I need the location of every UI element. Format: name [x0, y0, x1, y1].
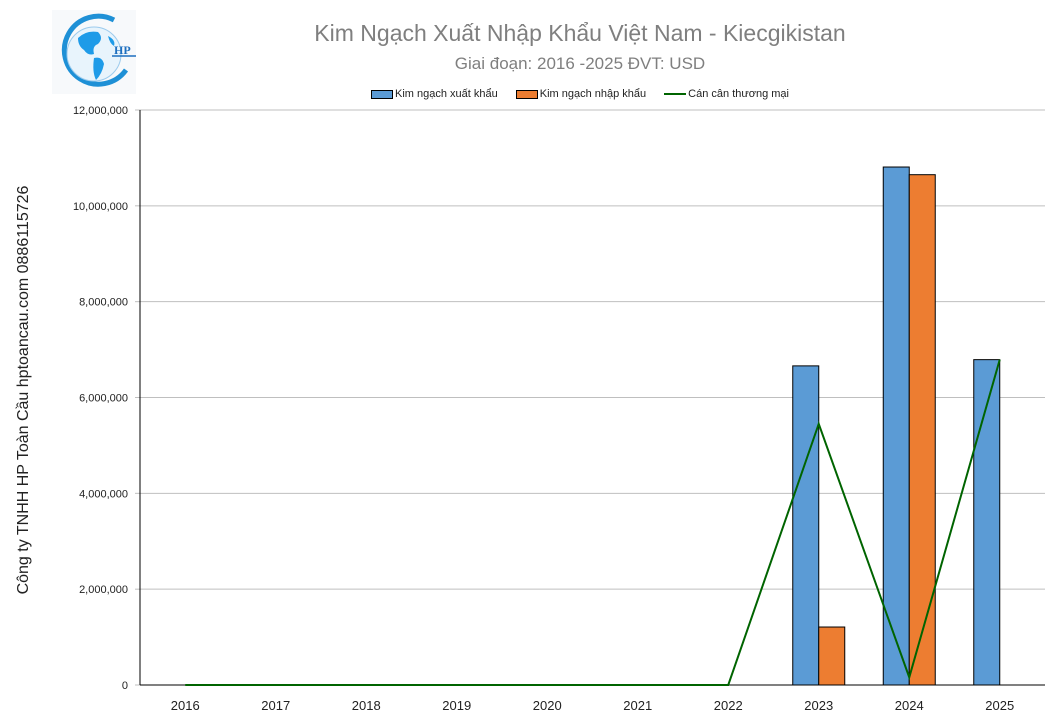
y-tick-label: 2,000,000 [79, 584, 128, 596]
import-bar [908, 174, 936, 686]
y-tick-label: 6,000,000 [79, 393, 128, 405]
x-tick-label: 2025 [985, 698, 1014, 713]
x-tick-label: 2020 [533, 698, 562, 713]
legend-item-export: Kim ngạch xuất khẩu [371, 88, 498, 100]
x-tick-label: 2024 [895, 698, 924, 713]
balance-line-series [185, 359, 1001, 686]
chart-title: Kim Ngạch Xuất Nhập Khẩu Việt Nam - Kiec… [314, 20, 846, 46]
x-axis-ticks: 2016 2017 2018 2019 2020 2021 2022 2023 2024 2025 [171, 698, 1014, 713]
bar-series [792, 166, 1001, 686]
chart-legend: Kim ngạch xuất khẩu Kim ngạch nhập khẩu … [0, 88, 1058, 100]
y-tick-label: 0 [122, 680, 128, 692]
legend-swatch-balance [664, 93, 687, 95]
export-bar [792, 365, 820, 686]
y-tick-label: 12,000,000 [73, 105, 128, 117]
balance-line [185, 359, 1001, 686]
company-logo: HP [52, 10, 136, 94]
legend-swatch-export [371, 89, 394, 99]
legend-label-import: Kim ngạch nhập khẩu [539, 88, 647, 100]
x-tick-label: 2022 [714, 698, 743, 713]
legend-item-balance: Cán cân thương mại [664, 88, 789, 100]
chart-subtitle: Giai đoạn: 2016 -2025 ĐVT: USD [454, 54, 706, 73]
x-tick-label: 2017 [261, 698, 290, 713]
export-bar [882, 166, 910, 686]
x-tick-label: 2021 [623, 698, 652, 713]
svg-text:HP: HP [114, 43, 131, 57]
legend-swatch-import [515, 89, 538, 99]
x-tick-label: 2019 [442, 698, 471, 713]
y-tick-label: 10,000,000 [73, 201, 128, 213]
globe-icon: HP [52, 10, 136, 94]
y-tick-label: 4,000,000 [79, 488, 128, 500]
legend-item-import: Kim ngạch nhập khẩu [515, 88, 647, 100]
y-axis-ticks: 0 2,000,000 4,000,000 6,000,000 8,000,000 10,… [73, 105, 140, 692]
y-tick-label: 8,000,000 [79, 297, 128, 309]
import-bar [818, 626, 846, 686]
x-tick-label: 2023 [804, 698, 833, 713]
legend-label-export: Kim ngạch xuất khẩu [395, 88, 498, 100]
x-tick-label: 2018 [352, 698, 381, 713]
x-tick-label: 2016 [171, 698, 200, 713]
legend-label-balance: Cán cân thương mại [688, 88, 789, 100]
export-bar [973, 359, 1001, 686]
